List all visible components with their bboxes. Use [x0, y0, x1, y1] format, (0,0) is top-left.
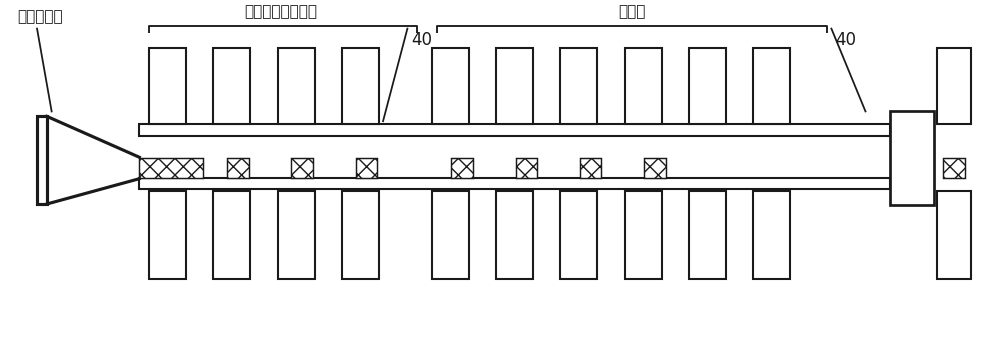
Bar: [689, 191, 726, 279]
Bar: [342, 191, 379, 279]
Text: 40: 40: [411, 31, 432, 49]
Bar: [689, 48, 726, 124]
Bar: [560, 48, 597, 124]
Bar: [139, 178, 890, 189]
Text: 加速段: 加速段: [618, 4, 645, 19]
Bar: [644, 158, 666, 178]
Bar: [496, 191, 533, 279]
Bar: [291, 158, 313, 178]
Bar: [937, 48, 971, 124]
Bar: [625, 48, 662, 124]
Bar: [516, 158, 537, 178]
Bar: [356, 158, 377, 178]
Bar: [278, 191, 315, 279]
Bar: [37, 116, 47, 204]
Bar: [432, 191, 469, 279]
Bar: [560, 191, 597, 279]
Bar: [580, 158, 601, 178]
Bar: [943, 158, 965, 178]
Text: 聚束段（注入段）: 聚束段（注入段）: [244, 4, 317, 19]
Bar: [278, 48, 315, 124]
Bar: [149, 191, 186, 279]
Text: 直流脉冲枪: 直流脉冲枪: [18, 9, 63, 24]
Bar: [937, 191, 971, 279]
Bar: [139, 124, 890, 136]
Bar: [753, 48, 790, 124]
Bar: [496, 48, 533, 124]
Text: 40: 40: [835, 31, 856, 49]
Bar: [890, 112, 934, 205]
Bar: [227, 158, 249, 178]
Bar: [139, 158, 203, 178]
Bar: [149, 48, 186, 124]
Bar: [342, 48, 379, 124]
Bar: [213, 191, 250, 279]
Bar: [625, 191, 662, 279]
Bar: [432, 48, 469, 124]
Bar: [753, 191, 790, 279]
Bar: [451, 158, 473, 178]
Bar: [213, 48, 250, 124]
